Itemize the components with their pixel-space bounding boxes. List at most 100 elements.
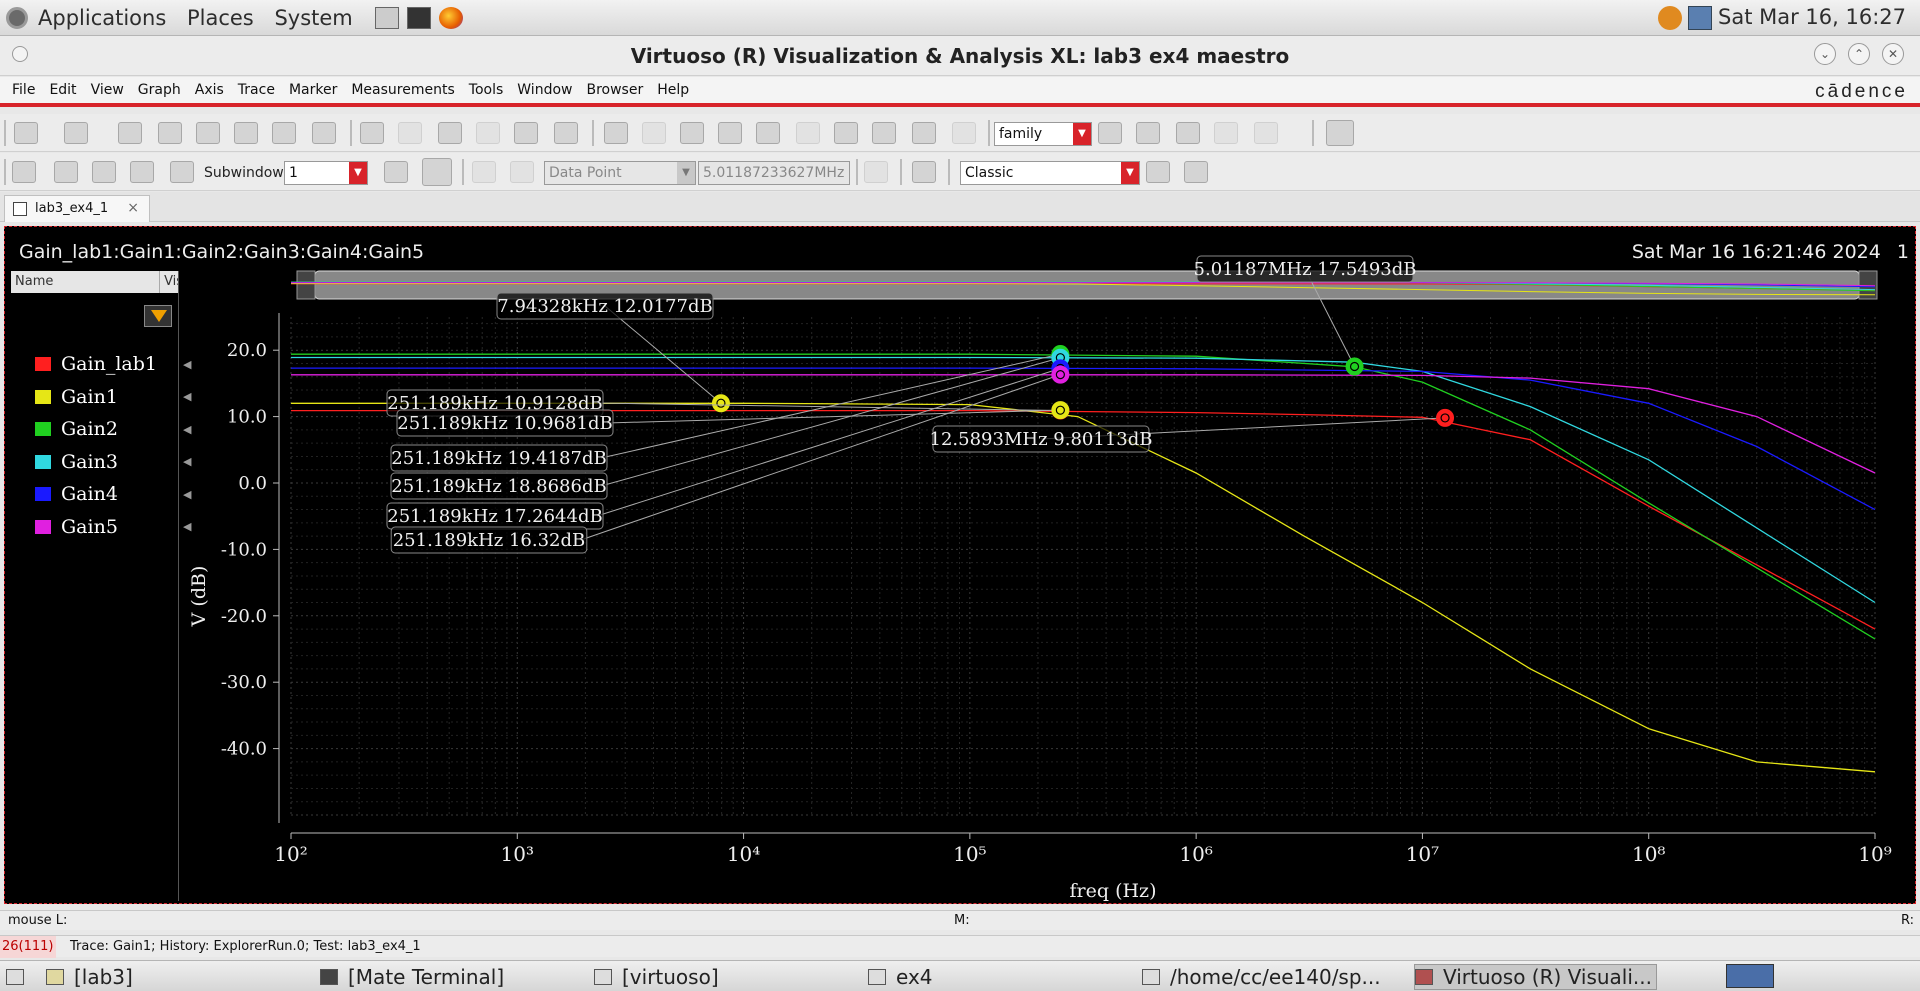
menu-file[interactable]: File (12, 82, 36, 98)
previous-zoom-icon[interactable] (604, 122, 628, 144)
fit-x-icon[interactable] (872, 122, 896, 144)
task-home-path[interactable]: /home/cc/ee140/sp... (1142, 964, 1381, 990)
layout-overlay-icon[interactable] (1254, 122, 1278, 144)
chevron-down-icon[interactable]: ▼ (349, 162, 367, 184)
distro-logo-icon[interactable] (6, 6, 28, 29)
tab-lab3-ex4-1[interactable]: lab3_ex4_1 × (4, 195, 150, 222)
visibility-icon[interactable]: ◀ (183, 390, 192, 403)
flag-icon[interactable] (384, 161, 408, 183)
previous-point-icon[interactable] (472, 161, 496, 183)
task-virtuoso[interactable]: [virtuoso] (594, 964, 719, 990)
menu-marker[interactable]: Marker (288, 82, 338, 98)
window-menu-icon[interactable] (12, 46, 28, 62)
menu-trace[interactable]: Trace (237, 82, 275, 98)
legend-item[interactable]: Gain_lab1 ◀ (35, 351, 191, 377)
visibility-icon[interactable]: ◀ (183, 357, 192, 371)
menu-tools[interactable]: Tools (468, 82, 504, 98)
chevron-down-icon[interactable]: ▼ (1073, 123, 1091, 145)
horizontal-layout-icon[interactable] (92, 161, 116, 183)
terminal-launcher-icon[interactable] (406, 6, 431, 29)
menu-edit[interactable]: Edit (49, 82, 77, 98)
places-menu[interactable]: Places (186, 5, 254, 30)
plot-window[interactable]: 20.0 10.0 0.0 -10.0 -20.0 -30.0 -40.0 10² 10³ 10⁴… (4, 226, 1916, 904)
menu-view[interactable]: View (90, 82, 124, 98)
legend-item[interactable]: Gain3 ◀ (35, 449, 191, 475)
zoom-out-icon[interactable] (756, 122, 780, 144)
legend-column-vis[interactable]: Vis (164, 274, 178, 289)
visibility-icon[interactable]: ◀ (183, 422, 192, 436)
legend-item[interactable]: Gain5 ◀ (35, 514, 191, 540)
zoom-x-icon[interactable] (796, 122, 820, 144)
minimize-icon[interactable]: ⌄ (1814, 43, 1836, 65)
print-icon[interactable] (196, 122, 220, 144)
chevron-down-icon[interactable]: ▼ (677, 162, 695, 184)
data-point-combo[interactable]: Data Point ▼ (544, 161, 696, 185)
next-point-icon[interactable] (510, 161, 534, 183)
copy-icon[interactable] (476, 122, 500, 144)
window-title-bar[interactable]: Virtuoso (R) Visualization & Analysis XL… (0, 36, 1920, 76)
subwindow-combo[interactable]: 1 ▼ (284, 161, 368, 185)
maximize-icon[interactable]: ⌃ (1848, 43, 1870, 65)
workspace-pager[interactable] (1726, 964, 1774, 988)
data-point-value-field[interactable]: 5.01187233627MHz (698, 161, 850, 185)
show-desktop-icon[interactable] (6, 964, 28, 990)
task-ex4[interactable]: ex4 (868, 964, 933, 990)
fit-all-icon[interactable] (834, 122, 858, 144)
legend-item[interactable]: Gain1 ◀ (35, 384, 191, 410)
legend-item[interactable]: Gain2 ◀ (35, 416, 191, 442)
open-icon[interactable] (118, 122, 142, 144)
task-mate-terminal[interactable]: [Mate Terminal] (320, 964, 504, 990)
plot-canvas[interactable]: 20.0 10.0 0.0 -10.0 -20.0 -30.0 -40.0 10² 10³ 10⁴… (5, 227, 1917, 905)
system-menu[interactable]: System (274, 5, 353, 30)
grid-toggle-icon[interactable] (1326, 120, 1354, 146)
update-notifier-icon[interactable] (1658, 6, 1682, 30)
legend-column-name[interactable]: Name (11, 271, 161, 293)
style-combo[interactable]: Classic ▼ (960, 161, 1140, 185)
menu-browser[interactable]: Browser (586, 82, 644, 98)
file-manager-launcher-icon[interactable] (374, 6, 399, 29)
calculator-icon[interactable] (912, 161, 936, 183)
delete-style-icon[interactable] (1184, 161, 1208, 183)
layout-strip-icon[interactable] (1098, 122, 1122, 144)
grid-layout-icon[interactable] (170, 161, 194, 183)
redo-icon[interactable] (398, 122, 422, 144)
applications-menu[interactable]: Applications (38, 5, 167, 30)
histogram-icon[interactable] (864, 161, 888, 183)
new-subwindow-icon[interactable] (64, 122, 88, 144)
zoom-in-icon[interactable] (680, 122, 704, 144)
task-virtuoso-visualization[interactable]: Virtuoso (R) Visuali... (1414, 964, 1657, 990)
marker-tool-icon[interactable] (12, 161, 36, 183)
undo-icon[interactable] (360, 122, 384, 144)
zoom-box-icon[interactable] (952, 122, 976, 144)
menu-measurements[interactable]: Measurements (351, 82, 455, 98)
menu-window[interactable]: Window (517, 82, 573, 98)
export-image-icon[interactable] (272, 122, 296, 144)
panel-clock[interactable]: Sat Mar 16, 16:27 (1718, 5, 1906, 29)
legend-item[interactable]: Gain4 ◀ (35, 481, 191, 507)
layout-stack-icon[interactable] (1136, 122, 1160, 144)
visibility-icon[interactable]: ◀ (183, 520, 192, 533)
visibility-icon[interactable]: ◀ (183, 455, 192, 468)
network-icon[interactable] (1688, 6, 1712, 30)
snapshot-icon[interactable] (234, 122, 258, 144)
new-window-icon[interactable] (14, 122, 38, 144)
paste-icon[interactable] (514, 122, 538, 144)
close-icon[interactable]: ✕ (1882, 43, 1904, 65)
layout-combine-icon[interactable] (1214, 122, 1238, 144)
menu-graph[interactable]: Graph (137, 82, 181, 98)
visibility-icon[interactable]: ◀ (183, 487, 192, 501)
next-zoom-icon[interactable] (642, 122, 666, 144)
task-lab3[interactable]: [lab3] (46, 964, 133, 990)
save-icon[interactable] (158, 122, 182, 144)
family-combo[interactable]: family ▼ (994, 122, 1092, 146)
vertical-layout-icon[interactable] (130, 161, 154, 183)
apply-style-icon[interactable] (1146, 161, 1170, 183)
edit-properties-icon[interactable] (312, 122, 336, 144)
filter-icon[interactable] (144, 305, 172, 327)
firefox-launcher-icon[interactable] (438, 6, 463, 29)
cards-icon[interactable] (54, 161, 78, 183)
zoom-in-2x-icon[interactable] (718, 122, 742, 144)
info-toggle-icon[interactable] (422, 158, 452, 186)
fit-y-icon[interactable] (912, 122, 936, 144)
tab-close-icon[interactable]: × (127, 200, 139, 216)
